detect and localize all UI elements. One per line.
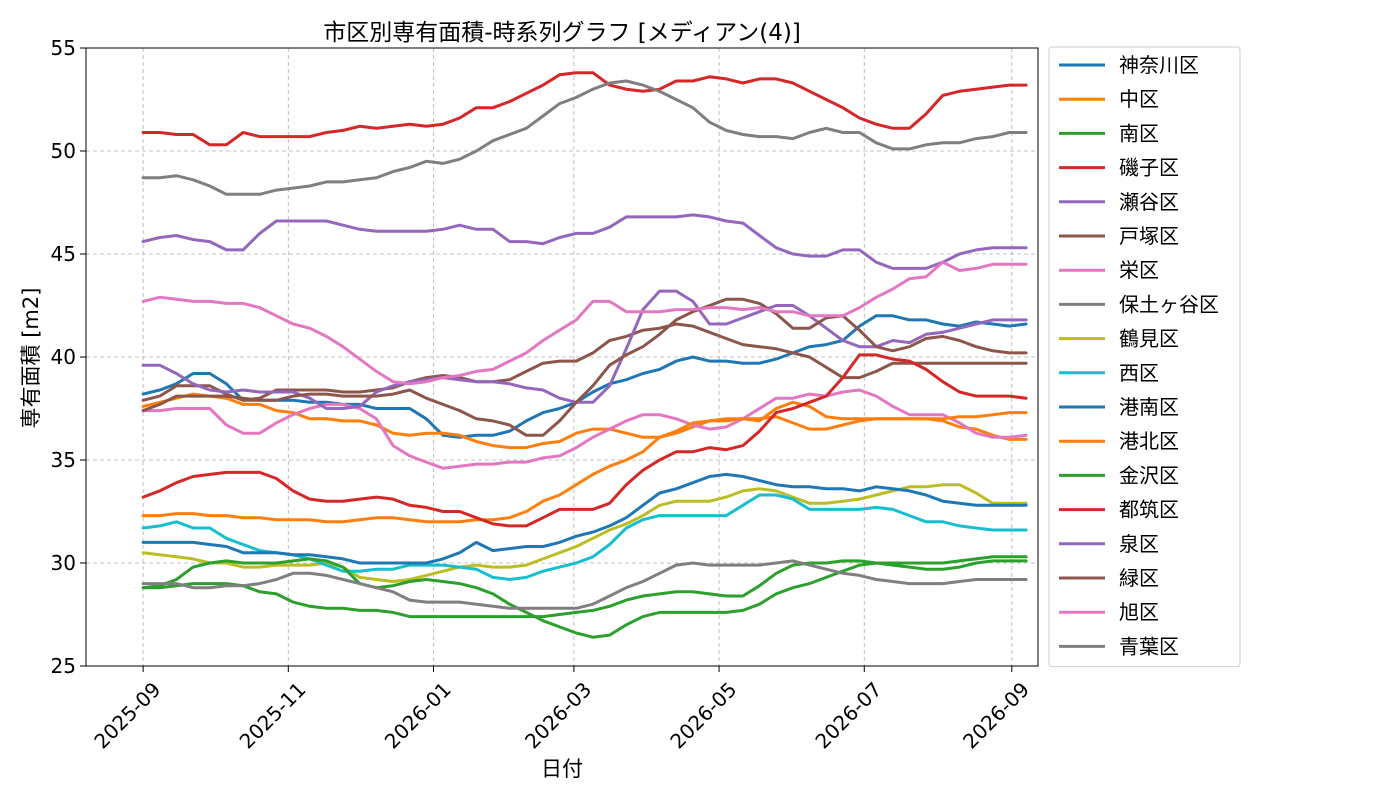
y-tick-label: 30 bbox=[51, 551, 76, 575]
series-line-4 bbox=[141, 213, 1028, 270]
legend-label: 西区 bbox=[1119, 361, 1159, 385]
y-tick-label: 50 bbox=[51, 139, 76, 163]
series-line-5 bbox=[141, 322, 1028, 402]
chart-title: 市区別専有面積-時系列グラフ [メディアン(4)] bbox=[323, 20, 801, 46]
legend-item: 瀬谷区 bbox=[1059, 190, 1179, 214]
series-line-3 bbox=[141, 71, 1028, 147]
legend: 神奈川区中区南区磯子区瀬谷区戸塚区栄区保土ヶ谷区鶴見区西区港南区港北区金沢区都筑… bbox=[1048, 46, 1241, 668]
legend-item: 保土ヶ谷区 bbox=[1059, 292, 1219, 316]
y-tick-label: 35 bbox=[51, 448, 76, 472]
legend-label: 青葉区 bbox=[1119, 634, 1179, 658]
legend-item: 鶴見区 bbox=[1059, 327, 1179, 351]
x-tick-label: 2026-05 bbox=[665, 677, 741, 753]
y-tick-label: 25 bbox=[51, 654, 76, 678]
series-line-15 bbox=[141, 297, 1028, 437]
series-line-17 bbox=[141, 559, 1028, 610]
legend-label: 泉区 bbox=[1119, 532, 1159, 556]
legend-item: 港北区 bbox=[1059, 429, 1179, 453]
legend-item: 神奈川区 bbox=[1059, 53, 1199, 77]
x-tick-label: 2025-11 bbox=[235, 677, 311, 753]
series-line-16 bbox=[141, 260, 1028, 386]
x-tick-label: 2026-07 bbox=[810, 677, 886, 753]
x-tick-label: 2025-09 bbox=[89, 677, 165, 753]
legend-label: 保土ヶ谷区 bbox=[1119, 292, 1219, 316]
legend-label: 都筑区 bbox=[1119, 498, 1179, 522]
legend-item: 緑区 bbox=[1059, 566, 1159, 590]
legend-item: 戸塚区 bbox=[1059, 224, 1179, 248]
grid bbox=[86, 47, 1038, 667]
legend-item: 中区 bbox=[1059, 87, 1159, 111]
series-line-8 bbox=[141, 483, 1028, 583]
legend-label: 栄区 bbox=[1119, 258, 1159, 282]
legend-item: 南区 bbox=[1059, 121, 1159, 145]
y-tick-label: 45 bbox=[51, 242, 76, 266]
series-line-11 bbox=[141, 400, 1028, 524]
series-line-13 bbox=[141, 353, 1028, 528]
legend-item: 金沢区 bbox=[1059, 463, 1179, 487]
legend-label: 瀬谷区 bbox=[1119, 190, 1179, 214]
legend-label: 港南区 bbox=[1119, 395, 1179, 419]
legend-label: 南区 bbox=[1119, 121, 1159, 145]
x-axis-ticks: 2025-09 2025-11 2026-01 2026-03 2026-05 2026-… bbox=[89, 666, 1034, 753]
series-line-2 bbox=[141, 559, 1028, 619]
legend-item: 磯子区 bbox=[1059, 156, 1179, 180]
series-line-10 bbox=[141, 472, 1028, 565]
legend-item: 青葉区 bbox=[1059, 634, 1179, 658]
series-lines bbox=[141, 71, 1028, 639]
legend-item: 都筑区 bbox=[1059, 498, 1179, 522]
y-tick-label: 40 bbox=[51, 345, 76, 369]
x-tick-label: 2026-09 bbox=[958, 677, 1034, 753]
legend-label: 旭区 bbox=[1119, 600, 1159, 624]
x-tick-label: 2026-01 bbox=[380, 677, 456, 753]
x-tick-label: 2026-03 bbox=[520, 677, 596, 753]
legend-label: 金沢区 bbox=[1119, 463, 1179, 487]
series-line-12 bbox=[141, 555, 1028, 639]
y-axis-label: 専有面積 [m2] bbox=[19, 288, 43, 429]
y-axis-ticks: 25 30 35 40 45 50 55 bbox=[51, 36, 86, 678]
legend-label: 港北区 bbox=[1119, 429, 1179, 453]
legend-items: 神奈川区中区南区磯子区瀬谷区戸塚区栄区保土ヶ谷区鶴見区西区港南区港北区金沢区都筑… bbox=[1059, 53, 1219, 658]
legend-label: 神奈川区 bbox=[1119, 53, 1199, 77]
legend-item: 港南区 bbox=[1059, 395, 1179, 419]
series-line-14 bbox=[141, 289, 1028, 410]
series-line-0 bbox=[141, 314, 1028, 439]
legend-item: 旭区 bbox=[1059, 600, 1159, 624]
y-tick-label: 55 bbox=[51, 36, 76, 60]
series-line-9 bbox=[141, 493, 1028, 581]
legend-label: 中区 bbox=[1119, 87, 1159, 111]
series-line-6 bbox=[141, 388, 1028, 470]
legend-label: 鶴見区 bbox=[1119, 327, 1179, 351]
legend-item: 泉区 bbox=[1059, 532, 1159, 556]
legend-item: 西区 bbox=[1059, 361, 1159, 385]
x-axis-label: 日付 bbox=[541, 757, 583, 781]
legend-item: 栄区 bbox=[1059, 258, 1159, 282]
legend-label: 磯子区 bbox=[1119, 156, 1179, 180]
legend-label: 緑区 bbox=[1119, 566, 1159, 590]
series-line-7 bbox=[141, 79, 1028, 196]
legend-label: 戸塚区 bbox=[1119, 224, 1179, 248]
